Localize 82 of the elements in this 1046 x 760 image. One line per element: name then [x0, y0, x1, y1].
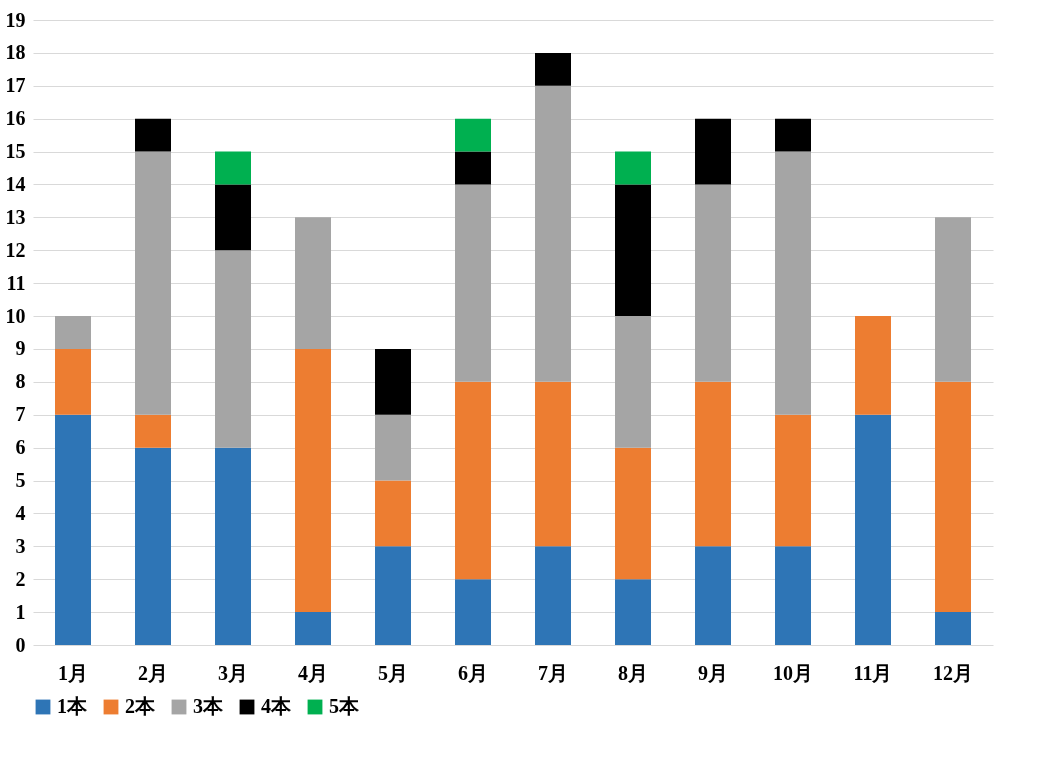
bar: [535, 546, 571, 645]
x-tick-label: 3月: [218, 661, 248, 684]
bar: [695, 381, 731, 547]
bar: [775, 118, 811, 152]
bar: [135, 447, 171, 645]
bar: [775, 546, 811, 645]
bar: [135, 118, 171, 152]
bar: [615, 184, 651, 317]
bar: [775, 414, 811, 547]
bar: [455, 579, 491, 645]
bar: [935, 612, 971, 645]
bar: [535, 381, 571, 547]
y-tick-label: 1: [15, 600, 26, 623]
y-tick-label: 12: [5, 238, 26, 261]
x-tick-label: 10月: [773, 661, 813, 684]
bar: [135, 151, 171, 415]
x-tick-label: 5月: [378, 661, 408, 684]
bar: [535, 52, 571, 86]
bar: [935, 381, 971, 613]
x-tick-label: 1月: [58, 661, 88, 684]
y-tick-label: 2: [15, 567, 26, 590]
bar: [535, 85, 571, 382]
y-tick-label: 3: [15, 534, 26, 557]
x-tick-label: 9月: [698, 661, 728, 684]
bar: [55, 414, 91, 645]
x-tick-label: 12月: [933, 661, 973, 684]
bar: [375, 414, 411, 481]
y-tick-label: 8: [15, 370, 26, 393]
y-tick-label: 16: [5, 107, 26, 130]
y-tick-label: 4: [15, 501, 26, 524]
bar: [775, 151, 811, 415]
y-tick-label: 7: [15, 403, 26, 426]
bar: [455, 184, 491, 382]
bar: [295, 612, 331, 645]
bar: [295, 217, 331, 349]
x-tick-label: 11月: [853, 661, 893, 684]
legend-label: 5本: [329, 695, 360, 717]
bar: [215, 250, 251, 448]
x-tick-label: 4月: [298, 661, 328, 684]
bar: [215, 447, 251, 645]
bar: [855, 414, 891, 645]
bar: [615, 151, 651, 185]
y-tick-label: 19: [5, 8, 26, 31]
y-tick-label: 11: [6, 271, 26, 294]
bar: [615, 447, 651, 580]
bar: [375, 546, 411, 645]
y-tick-label: 0: [15, 633, 26, 656]
y-tick-label: 18: [5, 41, 26, 64]
bar: [215, 151, 251, 185]
bar: [695, 184, 731, 382]
bar: [375, 348, 411, 415]
bar: [215, 184, 251, 251]
bar: [695, 546, 731, 645]
y-tick-label: 15: [5, 140, 26, 163]
bar: [615, 316, 651, 448]
y-tick-label: 9: [15, 337, 26, 360]
bar: [455, 381, 491, 580]
bar: [855, 316, 891, 415]
bar: [935, 217, 971, 382]
legend-label: 4本: [261, 695, 292, 717]
bar: [455, 151, 491, 185]
x-tick-label: 2月: [138, 661, 168, 684]
bar: [455, 118, 491, 152]
x-tick-label: 7月: [538, 661, 568, 684]
legend-label: 3本: [193, 695, 224, 717]
y-tick-label: 6: [15, 436, 26, 459]
bar: [135, 414, 171, 448]
y-tick-label: 13: [5, 205, 26, 228]
legend-label: 1本: [57, 695, 88, 717]
bar: [375, 480, 411, 547]
y-tick-label: 5: [15, 469, 26, 492]
bar: [295, 348, 331, 613]
bar: [55, 316, 91, 349]
y-tick-label: 10: [5, 304, 26, 327]
bar: [615, 579, 651, 645]
x-tick-label: 6月: [458, 661, 488, 684]
legend-label: 2本: [125, 695, 156, 717]
bar: [695, 118, 731, 185]
y-tick-label: 17: [5, 74, 26, 97]
x-tick-label: 8月: [618, 661, 648, 684]
bar: [55, 348, 91, 415]
y-tick-label: 14: [5, 172, 26, 195]
